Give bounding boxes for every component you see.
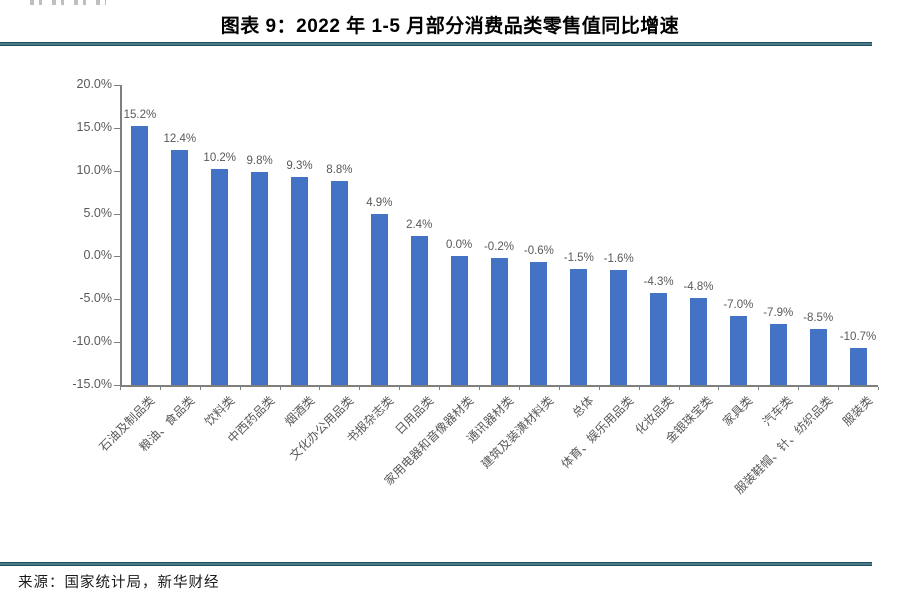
source-note: 来源：国家统计局，新华财经 xyxy=(18,575,220,591)
x-axis-tick-mark xyxy=(558,386,560,390)
bar xyxy=(530,261,548,385)
x-axis-tick-mark xyxy=(279,386,281,390)
bar-value-label: -4.8% xyxy=(683,280,714,293)
bar-value-label: 15.2% xyxy=(123,109,157,122)
x-axis-tick-mark xyxy=(878,386,879,390)
x-axis-tick-mark xyxy=(598,386,600,390)
y-axis-tick-mark xyxy=(114,299,120,301)
bar xyxy=(689,297,707,385)
bar xyxy=(610,270,628,385)
x-axis-tick-mark xyxy=(838,386,840,390)
y-axis-tick-label: -10.0% xyxy=(72,334,112,349)
x-axis-tick-mark xyxy=(439,386,441,390)
bar-value-label: 10.2% xyxy=(203,152,237,164)
bar-value-label: -0.6% xyxy=(523,244,554,257)
x-axis-tick-mark xyxy=(319,386,321,390)
bar-value-label: 9.8% xyxy=(246,155,273,168)
x-axis-tick-mark xyxy=(638,386,640,390)
bar xyxy=(450,256,468,385)
bar xyxy=(171,150,189,385)
y-axis-line xyxy=(120,85,122,385)
bar-value-label: 0.0% xyxy=(445,239,473,252)
bar-value-label: -8.5% xyxy=(803,312,834,325)
x-axis-tick-mark xyxy=(399,386,401,390)
y-axis-tick-label: 15.0% xyxy=(76,119,112,134)
y-axis-tick-mark xyxy=(114,256,120,258)
x-axis-tick-mark xyxy=(518,386,520,390)
x-axis-tick-mark xyxy=(239,386,241,390)
y-axis-tick-label: 5.0% xyxy=(83,205,113,220)
x-axis-tick-mark xyxy=(798,386,800,390)
bar-value-label: -1.5% xyxy=(563,252,594,265)
y-axis-tick-mark xyxy=(114,170,120,172)
y-axis-tick-label: -5.0% xyxy=(79,291,112,306)
x-axis-tick-mark xyxy=(479,386,481,390)
x-axis-tick-mark xyxy=(120,386,121,390)
y-axis-tick-mark xyxy=(114,342,120,344)
y-axis-tick-label: 10.0% xyxy=(76,162,112,177)
bar-value-label: -0.2% xyxy=(483,241,515,254)
bar-value-label: 8.8% xyxy=(326,164,353,176)
y-axis-tick-label: 0.0% xyxy=(83,248,113,263)
bar-value-label: 9.3% xyxy=(286,159,313,172)
x-axis-tick-mark xyxy=(678,386,680,390)
y-axis-tick-mark xyxy=(114,213,120,215)
bar-value-label: 12.4% xyxy=(163,133,197,146)
y-axis-tick-label: -15.0% xyxy=(72,377,112,391)
y-axis-tick-mark xyxy=(114,385,120,386)
y-axis-tick-mark xyxy=(114,85,120,86)
bar xyxy=(650,293,668,385)
clipped-text-fragment xyxy=(30,0,106,5)
bar xyxy=(769,324,787,385)
top-divider xyxy=(0,42,872,46)
bar xyxy=(251,172,269,385)
bar xyxy=(490,258,508,385)
bar xyxy=(729,316,747,385)
bar-value-label: -4.3% xyxy=(643,276,674,289)
bar-chart: 20.0% 15.0% 10.0% 5.0% 0.0% -5.0% -10.0% -15.0%… xyxy=(72,77,879,497)
bar xyxy=(211,169,229,385)
bar xyxy=(330,181,348,385)
y-axis-tick-label: 20.0% xyxy=(76,77,112,91)
bar xyxy=(410,235,428,385)
bar-value-label: 4.9% xyxy=(366,197,393,210)
x-axis-tick-mark xyxy=(359,386,361,390)
bar xyxy=(131,126,149,385)
bar xyxy=(370,214,388,385)
x-axis-tick-mark xyxy=(199,386,201,390)
bar-value-label: -7.0% xyxy=(723,299,754,312)
figure-title: 图表 9：2022 年 1-5 月部分消费品类零售值同比增速 xyxy=(220,16,680,37)
bar-value-label: -10.7% xyxy=(839,331,877,344)
bar xyxy=(849,348,867,385)
x-axis-tick-mark xyxy=(758,386,760,390)
x-axis-tick-mark xyxy=(718,386,720,390)
bar xyxy=(570,269,588,385)
bottom-divider xyxy=(0,562,872,566)
x-axis-tick-mark xyxy=(159,386,161,390)
bar xyxy=(809,329,827,385)
bar-value-label: -7.9% xyxy=(763,307,794,320)
y-axis-tick-mark xyxy=(114,127,120,129)
bar-value-label: 2.4% xyxy=(406,218,433,231)
x-axis-line xyxy=(120,385,878,387)
bar-value-label: -1.6% xyxy=(603,253,634,266)
bar xyxy=(291,176,309,385)
